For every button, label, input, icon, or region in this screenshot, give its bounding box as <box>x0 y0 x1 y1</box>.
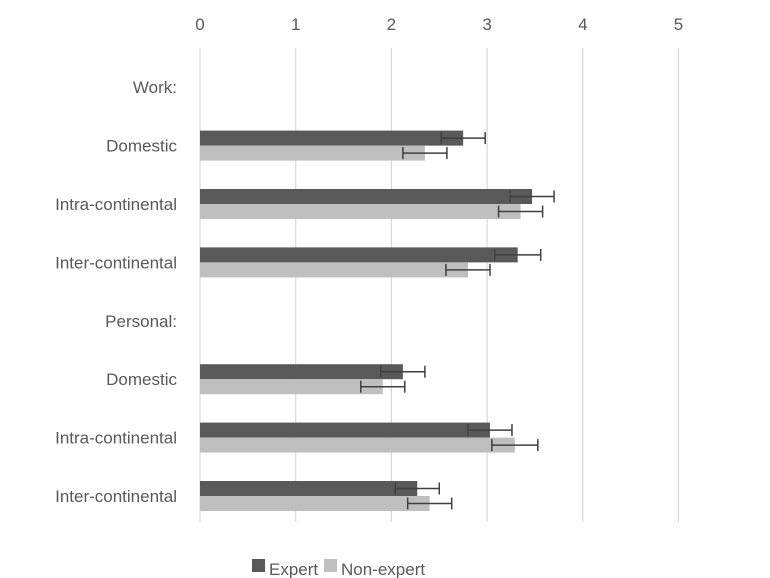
x-tick-label: 0 <box>195 15 204 34</box>
bar-non-expert <box>200 437 515 453</box>
x-tick-label: 1 <box>291 15 300 34</box>
x-tick-label: 3 <box>482 15 491 34</box>
error-bar <box>380 365 426 378</box>
x-tick-label: 5 <box>674 15 683 34</box>
bar-non-expert <box>200 379 383 395</box>
bar-expert <box>200 247 518 263</box>
error-bar <box>406 497 453 510</box>
error-bar <box>509 190 555 203</box>
category-label: Personal: <box>105 312 177 331</box>
category-label: Inter-continental <box>55 487 177 506</box>
error-bar <box>360 380 406 393</box>
legend-label: Non-expert <box>341 560 425 578</box>
category-label: Inter-continental <box>55 253 177 272</box>
error-bar <box>394 482 440 495</box>
category-labels: Work: Domestic Intra-continental Inter-cont… <box>55 78 177 506</box>
error-bar <box>402 147 448 160</box>
bar-expert <box>200 481 418 496</box>
x-tick-label: 4 <box>578 15 587 34</box>
x-axis-ticks: 0123456 <box>195 15 770 34</box>
legend-swatch-expert <box>252 559 265 572</box>
error-bar <box>494 248 542 261</box>
error-bar <box>497 205 544 218</box>
x-tick-label: 2 <box>387 15 396 34</box>
bar-non-expert <box>200 145 425 161</box>
error-bars <box>360 132 555 510</box>
bar-expert <box>200 364 403 380</box>
bar-expert <box>200 130 464 146</box>
legend: Expert Non-expert <box>252 559 425 578</box>
error-bar <box>467 424 513 437</box>
bar-non-expert <box>200 496 430 511</box>
bar-non-expert <box>200 204 521 219</box>
category-label: Domestic <box>106 370 177 389</box>
category-label: Intra-continental <box>55 429 177 448</box>
error-bar <box>491 439 539 452</box>
category-label: Intra-continental <box>55 195 177 214</box>
bar-expert <box>200 189 533 204</box>
error-bar <box>445 263 491 276</box>
legend-swatch-non-expert <box>324 559 337 572</box>
category-label: Domestic <box>106 137 177 156</box>
category-label: Work: <box>133 78 177 97</box>
bars <box>200 130 533 511</box>
bar-expert <box>200 422 490 438</box>
bar-non-expert <box>200 262 468 278</box>
error-bar <box>440 132 486 145</box>
legend-label: Expert <box>269 560 318 578</box>
